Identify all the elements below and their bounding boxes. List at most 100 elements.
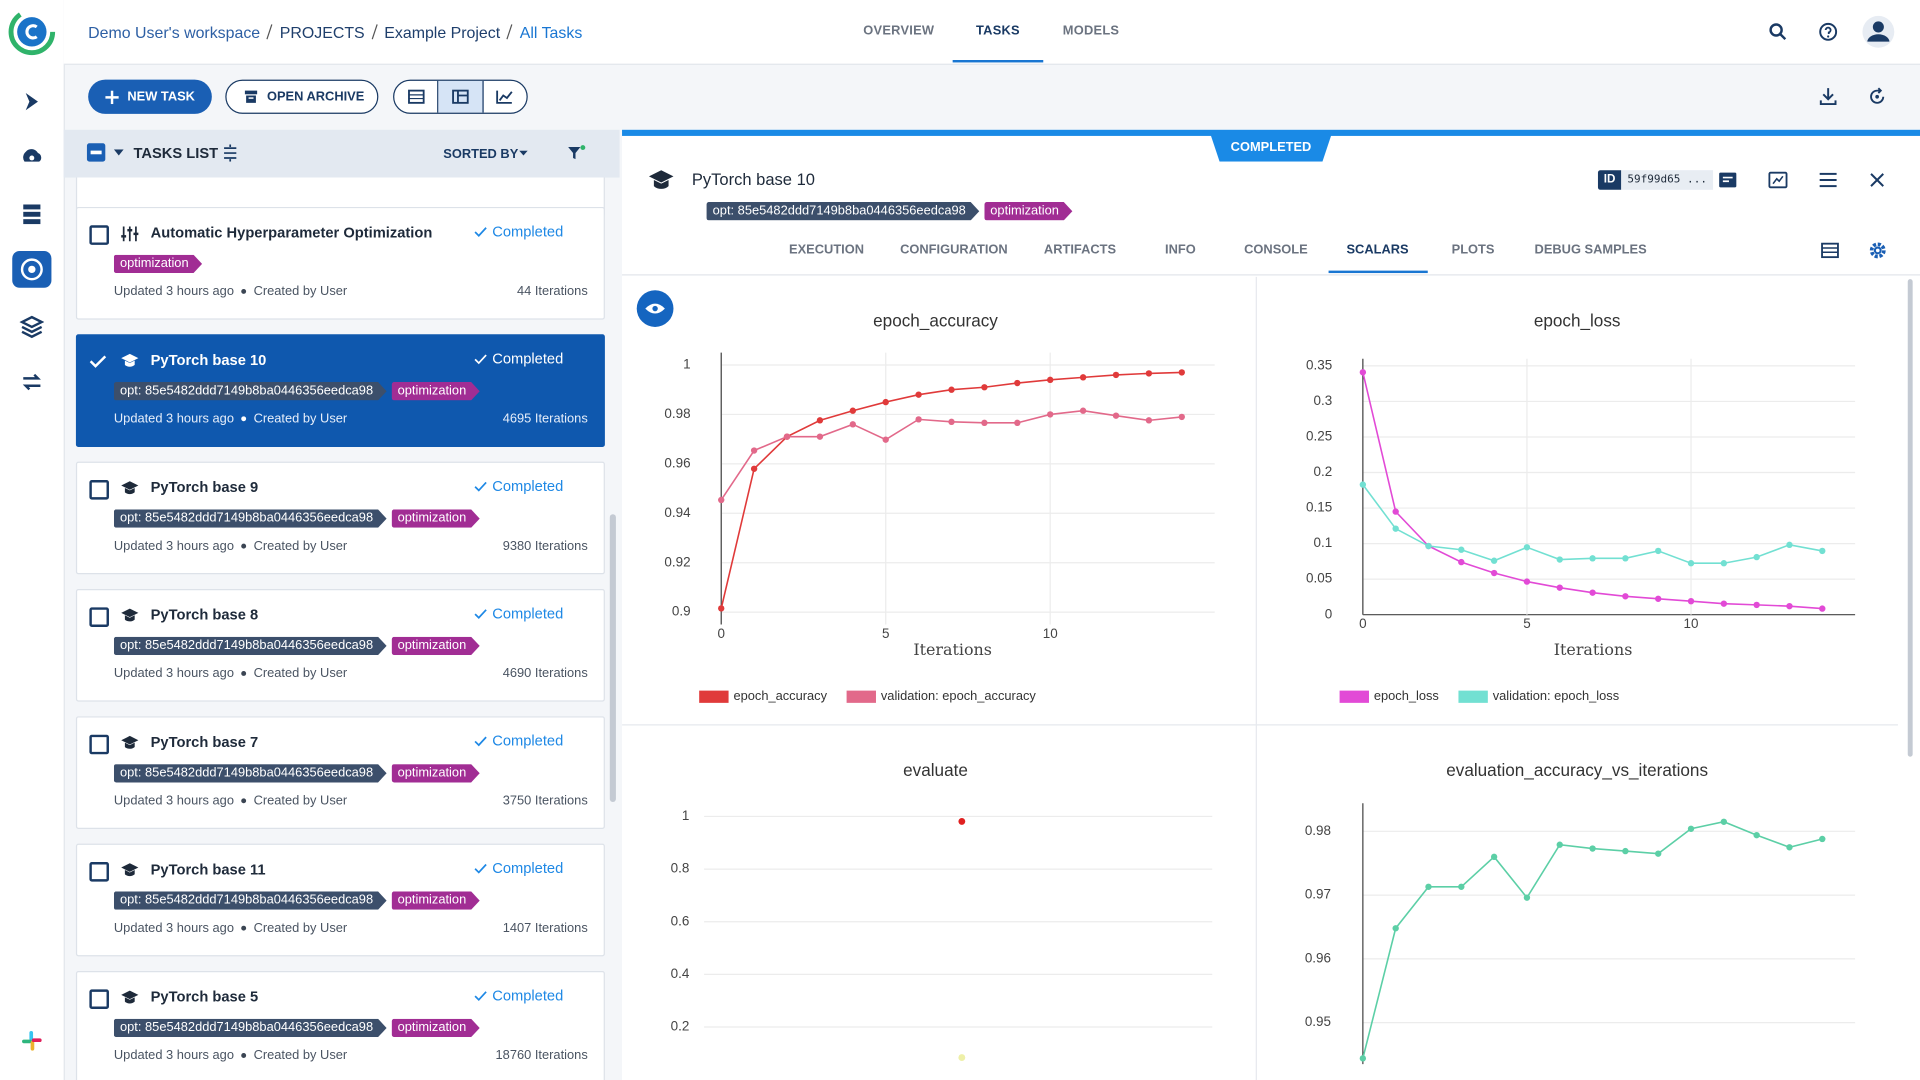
data-point: [1359, 1055, 1367, 1062]
tag[interactable]: optimization: [984, 202, 1072, 220]
task-card[interactable]: PyTorch base 9 Completed opt: 85e5482ddd71…: [75, 461, 605, 575]
tag[interactable]: opt: 85e5482ddd7149b8ba0446356eedca98: [114, 509, 387, 527]
columns-icon[interactable]: [223, 144, 238, 162]
nav-datasets[interactable]: [20, 202, 44, 226]
task-checkbox[interactable]: [89, 989, 109, 1009]
nav-pipelines[interactable]: [20, 89, 44, 113]
tag[interactable]: optimization: [391, 1019, 479, 1037]
open-archive-button[interactable]: OPEN ARCHIVE: [225, 79, 379, 114]
task-icon: [121, 990, 139, 1004]
tag[interactable]: opt: 85e5482ddd7149b8ba0446356eedca98: [114, 637, 387, 655]
details-icon: [452, 89, 469, 104]
task-name[interactable]: PyTorch base 9: [150, 478, 259, 496]
task-tags: opt: 85e5482ddd7149b8ba0446356eedca98 opt…: [114, 509, 485, 527]
nav-models[interactable]: [19, 315, 45, 339]
task-card[interactable]: PyTorch base 8 Completed opt: 85e5482ddd71…: [75, 588, 605, 702]
select-caret[interactable]: [113, 149, 124, 156]
user-avatar[interactable]: [1861, 15, 1895, 49]
breadcrumb[interactable]: All Tasks: [519, 22, 583, 42]
logo[interactable]: [7, 7, 56, 56]
tag[interactable]: optimization: [391, 764, 479, 782]
task-checkbox[interactable]: [89, 734, 109, 755]
data-point: [1112, 412, 1120, 419]
close-icon[interactable]: [1870, 173, 1885, 188]
detail-tab[interactable]: CONSOLE: [1244, 242, 1308, 258]
compare-view[interactable]: [483, 81, 526, 113]
table-view[interactable]: [394, 80, 439, 113]
task-id[interactable]: ID 59f99d65 ...: [1597, 170, 1714, 190]
task-name[interactable]: PyTorch base 5: [150, 988, 259, 1006]
tag[interactable]: optimization: [391, 891, 479, 909]
data-point: [1556, 556, 1563, 563]
download-icon[interactable]: [1818, 87, 1838, 107]
sort-caret[interactable]: [519, 150, 528, 157]
status-badge-part: [1209, 132, 1333, 162]
tag[interactable]: opt: 85e5482ddd7149b8ba0446356eedca98: [114, 382, 387, 400]
header-tab[interactable]: MODELS: [1062, 23, 1120, 38]
detail-tab[interactable]: SCALARS: [1346, 242, 1409, 258]
task-checkbox[interactable]: [89, 607, 109, 627]
nav-orchestration[interactable]: [20, 144, 44, 168]
task-checkbox[interactable]: [89, 862, 109, 882]
tag[interactable]: opt: 85e5482ddd7149b8ba0446356eedca98: [114, 764, 387, 782]
task-name[interactable]: PyTorch base 7: [150, 733, 259, 751]
settings-icon[interactable]: [1869, 241, 1887, 259]
header-tab[interactable]: OVERVIEW: [863, 23, 935, 38]
detail-tab[interactable]: EXECUTION: [789, 242, 865, 258]
data-point: [1589, 555, 1596, 562]
task-name[interactable]: PyTorch base 10: [150, 351, 267, 369]
list-scrollbar[interactable]: [609, 514, 616, 803]
charts-scrollbar[interactable]: [1907, 279, 1913, 757]
task-icon: [121, 353, 139, 367]
task-checkbox[interactable]: [89, 480, 109, 500]
filter-icon[interactable]: [567, 144, 587, 161]
tag[interactable]: optimization: [391, 509, 479, 527]
detail-tab[interactable]: PLOTS: [1451, 242, 1495, 258]
tag[interactable]: optimization: [391, 637, 479, 655]
separator-dot: [241, 543, 247, 549]
tag[interactable]: optimization: [391, 382, 479, 400]
task-name[interactable]: Automatic Hyperparameter Optimization: [150, 224, 433, 242]
y-tick-label: 0.95: [1305, 1014, 1331, 1029]
task-card[interactable]: PyTorch base 10 Completed opt: 85e5482ddd7…: [75, 334, 605, 447]
data-point: [849, 421, 857, 428]
task-card[interactable]: PyTorch base 5 Completed opt: 85e5482ddd71…: [75, 971, 605, 1080]
help-icon[interactable]: [1818, 22, 1838, 42]
breadcrumb[interactable]: Demo User's workspace: [88, 22, 261, 42]
new-task-button[interactable]: NEW TASK: [88, 79, 212, 114]
task-name[interactable]: PyTorch base 8: [150, 606, 259, 624]
task-name[interactable]: PyTorch base 11: [150, 860, 266, 878]
detail-tab[interactable]: CONFIGURATION: [900, 242, 1008, 258]
data-point: [1523, 578, 1531, 585]
detail-tab[interactable]: DEBUG SAMPLES: [1534, 242, 1647, 258]
fullscreen-icon[interactable]: [1768, 171, 1788, 189]
header-tab[interactable]: TASKS: [976, 23, 1020, 38]
nav-projects-active[interactable]: [12, 251, 52, 288]
detail-tab[interactable]: ARTIFACTS: [1043, 242, 1117, 258]
task-icon-part: [124, 997, 135, 1004]
menu-icon[interactable]: [1819, 172, 1837, 188]
tag[interactable]: opt: 85e5482ddd7149b8ba0446356eedca98: [114, 1019, 387, 1037]
nav-orchestration-part: [29, 155, 35, 161]
task-card[interactable]: Automatic Hyperparameter Optimization Com…: [75, 206, 605, 320]
slack-icon[interactable]: [20, 1029, 44, 1053]
tag[interactable]: opt: 85e5482ddd7149b8ba0446356eedca98: [707, 202, 980, 220]
task-card[interactable]: PyTorch base 11 Completed opt: 85e5482ddd7…: [75, 843, 605, 957]
details-view[interactable]: [438, 80, 484, 113]
select-all-checkbox[interactable]: [86, 143, 106, 162]
detail-tab[interactable]: INFO: [1165, 242, 1196, 258]
breadcrumb[interactable]: PROJECTS: [279, 22, 365, 42]
nav-datasets-part: [23, 211, 41, 217]
breadcrumb[interactable]: Example Project: [384, 22, 501, 42]
nav-reports[interactable]: [20, 370, 44, 394]
task-checkbox[interactable]: [89, 225, 109, 245]
tag[interactable]: optimization: [114, 255, 202, 273]
info-icon[interactable]: [1718, 171, 1738, 188]
refresh-icon[interactable]: [1867, 87, 1887, 107]
list-toggle-icon[interactable]: [1821, 242, 1839, 259]
search-icon[interactable]: [1768, 22, 1788, 42]
tag[interactable]: opt: 85e5482ddd7149b8ba0446356eedca98: [114, 891, 387, 909]
button-label: OPEN ARCHIVE: [266, 89, 365, 105]
sorted-by[interactable]: SORTED BY: [443, 146, 519, 162]
task-card[interactable]: PyTorch base 7 Completed opt: 85e5482ddd71…: [75, 716, 605, 829]
